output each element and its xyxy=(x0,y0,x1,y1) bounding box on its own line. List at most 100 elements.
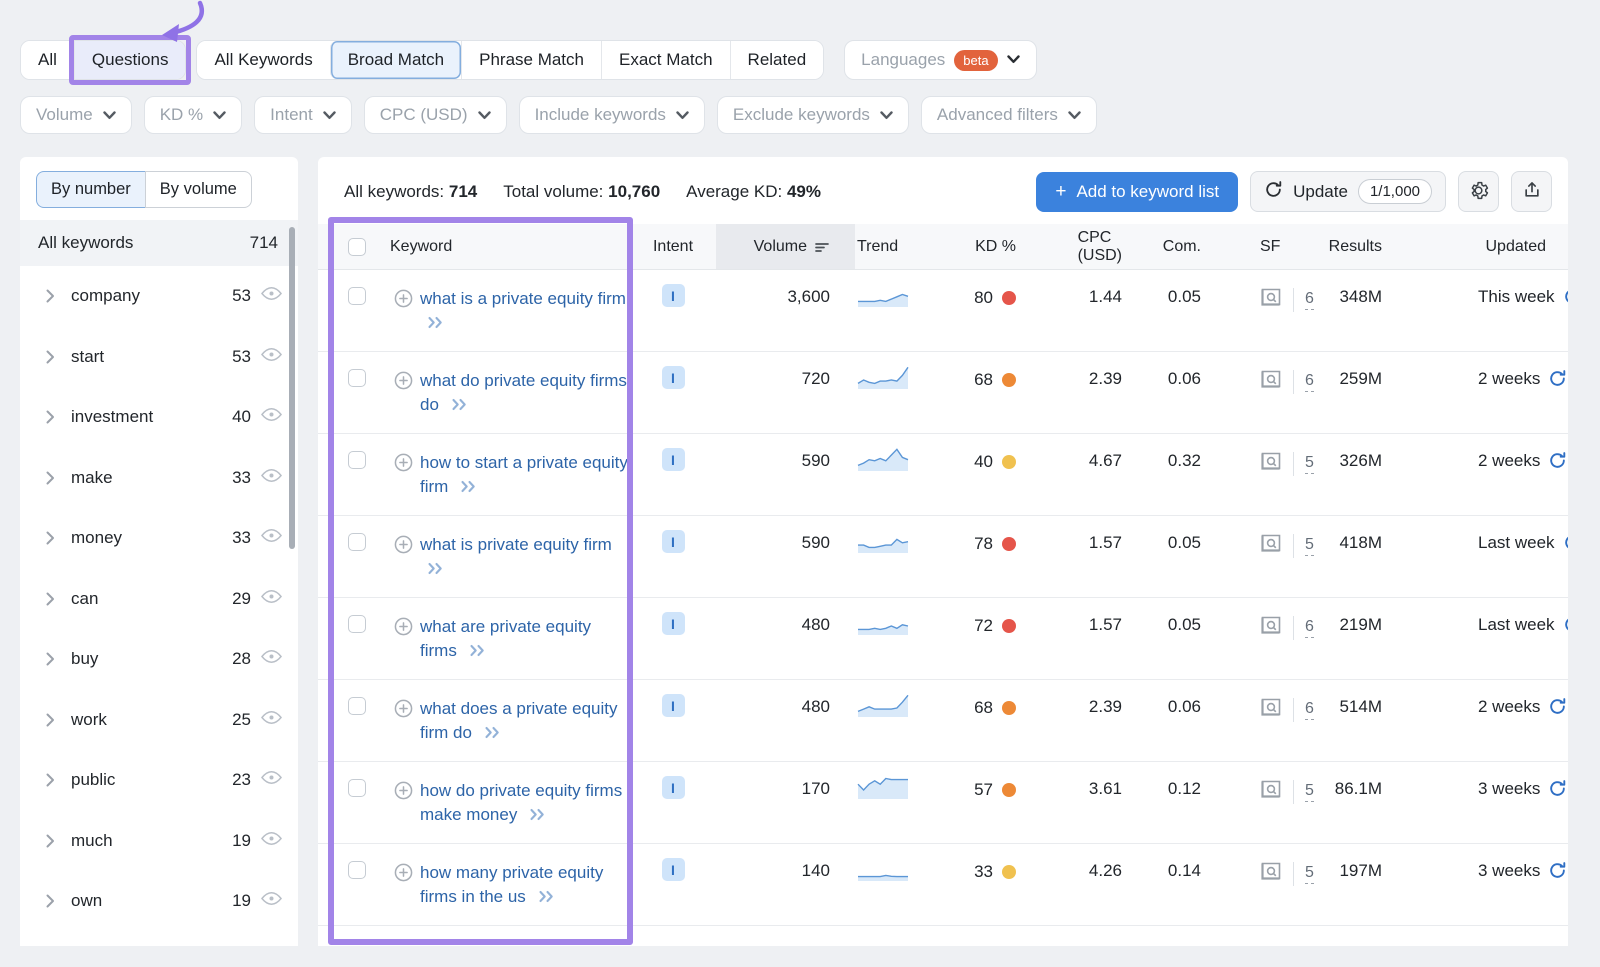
chevron-right-icon[interactable] xyxy=(46,592,55,606)
header-com[interactable]: Com. xyxy=(1162,237,1201,255)
chevron-right-icon[interactable] xyxy=(46,773,55,787)
intent-badge[interactable]: I xyxy=(661,530,685,553)
chevron-right-icon[interactable] xyxy=(46,713,55,727)
filter-dropdown-kd[interactable]: KD % xyxy=(143,96,243,134)
filter-dropdown-volume[interactable]: Volume xyxy=(20,96,132,134)
tab-related[interactable]: Related xyxy=(729,41,824,79)
tab-questions[interactable]: Questions xyxy=(68,35,191,85)
header-volume[interactable]: Volume xyxy=(716,224,855,269)
tab-broad-match[interactable]: Broad Match xyxy=(329,41,462,79)
sidebar-item-investment[interactable]: investment 40 xyxy=(20,387,298,448)
row-checkbox[interactable] xyxy=(348,369,366,387)
sf-count-link[interactable]: 6 xyxy=(1305,290,1314,310)
double-chevron-icon[interactable] xyxy=(469,640,486,664)
intent-badge[interactable]: I xyxy=(661,366,685,389)
add-keyword-icon[interactable] xyxy=(394,371,413,395)
settings-button[interactable] xyxy=(1458,171,1499,212)
select-all-checkbox[interactable] xyxy=(348,237,366,256)
sf-count-link[interactable]: 5 xyxy=(1305,864,1314,884)
serp-features-icon[interactable] xyxy=(1260,779,1282,804)
add-keyword-icon[interactable] xyxy=(394,699,413,723)
intent-badge[interactable]: I xyxy=(661,776,685,799)
chevron-right-icon[interactable] xyxy=(46,894,55,908)
keyword-link[interactable]: what are private equity firms xyxy=(420,615,628,664)
update-button[interactable]: Update 1/1,000 xyxy=(1250,171,1446,212)
sf-count-link[interactable]: 5 xyxy=(1305,454,1314,474)
eye-icon[interactable] xyxy=(261,407,282,427)
keyword-link[interactable]: how many private equity firms in the us xyxy=(420,861,628,910)
filter-dropdown-intent[interactable]: Intent xyxy=(254,96,352,134)
sidebar-item-can[interactable]: can 29 xyxy=(20,569,298,630)
sidebar-item-work[interactable]: work 25 xyxy=(20,690,298,751)
row-checkbox[interactable] xyxy=(348,451,366,469)
sidebar-item-company[interactable]: company 53 xyxy=(20,266,298,327)
refresh-icon[interactable] xyxy=(1548,451,1567,475)
header-updated[interactable]: Updated xyxy=(1485,237,1547,255)
add-keyword-icon[interactable] xyxy=(394,781,413,805)
keyword-link[interactable]: what does a private equity firm do xyxy=(420,697,628,746)
chevron-right-icon[interactable] xyxy=(46,652,55,666)
sidebar-scrollbar[interactable] xyxy=(289,227,295,549)
filter-dropdown-exclude-keywords[interactable]: Exclude keywords xyxy=(716,96,909,134)
intent-badge[interactable]: I xyxy=(661,858,685,881)
serp-features-icon[interactable] xyxy=(1260,861,1282,886)
double-chevron-icon[interactable] xyxy=(529,804,546,828)
eye-icon[interactable] xyxy=(261,649,282,669)
eye-icon[interactable] xyxy=(261,891,282,911)
filter-dropdown-include-keywords[interactable]: Include keywords xyxy=(518,96,705,134)
header-intent[interactable]: Intent xyxy=(652,237,694,255)
eye-icon[interactable] xyxy=(261,710,282,730)
keyword-link[interactable]: how do private equity firms make money xyxy=(420,779,628,828)
refresh-icon[interactable] xyxy=(1548,369,1567,393)
row-checkbox[interactable] xyxy=(348,779,366,797)
intent-badge[interactable]: I xyxy=(661,284,685,307)
refresh-icon[interactable] xyxy=(1548,861,1567,885)
intent-badge[interactable]: I xyxy=(661,612,685,635)
refresh-icon[interactable] xyxy=(1563,615,1568,639)
chevron-right-icon[interactable] xyxy=(46,531,55,545)
eye-icon[interactable] xyxy=(261,286,282,306)
tab-all-keywords[interactable]: All Keywords xyxy=(197,41,330,79)
refresh-icon[interactable] xyxy=(1563,287,1568,311)
intent-badge[interactable]: I xyxy=(661,694,685,717)
sort-by-volume-button[interactable]: By volume xyxy=(144,171,252,208)
add-keyword-icon[interactable] xyxy=(394,453,413,477)
sidebar-item-much[interactable]: much 19 xyxy=(20,811,298,872)
add-keyword-icon[interactable] xyxy=(394,535,413,559)
header-keyword[interactable]: Keyword xyxy=(390,237,453,255)
serp-features-icon[interactable] xyxy=(1260,697,1282,722)
keyword-link[interactable]: how to start a private equity firm xyxy=(420,451,628,500)
chevron-right-icon[interactable] xyxy=(46,410,55,424)
chevron-right-icon[interactable] xyxy=(46,289,55,303)
row-checkbox[interactable] xyxy=(348,287,366,305)
sidebar-item-start[interactable]: start 53 xyxy=(20,327,298,388)
serp-features-icon[interactable] xyxy=(1260,287,1282,312)
sidebar-item-public[interactable]: public 23 xyxy=(20,750,298,811)
double-chevron-icon[interactable] xyxy=(451,394,468,418)
row-checkbox[interactable] xyxy=(348,697,366,715)
serp-features-icon[interactable] xyxy=(1260,533,1282,558)
eye-icon[interactable] xyxy=(261,528,282,548)
double-chevron-icon[interactable] xyxy=(538,886,555,910)
double-chevron-icon[interactable] xyxy=(460,476,477,500)
eye-icon[interactable] xyxy=(261,770,282,790)
refresh-icon[interactable] xyxy=(1548,697,1567,721)
keyword-link[interactable]: what is a private equity firm xyxy=(420,287,628,336)
refresh-icon[interactable] xyxy=(1563,533,1568,557)
serp-features-icon[interactable] xyxy=(1260,615,1282,640)
intent-badge[interactable]: I xyxy=(661,448,685,471)
languages-dropdown[interactable]: Languages beta xyxy=(844,40,1037,80)
sidebar-item-own[interactable]: own 19 xyxy=(20,871,298,932)
double-chevron-icon[interactable] xyxy=(427,312,444,336)
header-trend[interactable]: Trend xyxy=(857,237,899,255)
sf-count-link[interactable]: 6 xyxy=(1305,618,1314,638)
chevron-right-icon[interactable] xyxy=(46,834,55,848)
keyword-link[interactable]: what is private equity firm xyxy=(420,533,628,582)
tab-all[interactable]: All xyxy=(21,41,74,79)
eye-icon[interactable] xyxy=(261,589,282,609)
double-chevron-icon[interactable] xyxy=(427,558,444,582)
filter-dropdown-advanced-filters[interactable]: Advanced filters xyxy=(920,96,1097,134)
sf-count-link[interactable]: 5 xyxy=(1305,536,1314,556)
filter-dropdown-cpc-usd[interactable]: CPC (USD) xyxy=(363,96,507,134)
header-kd[interactable]: KD % xyxy=(975,237,1016,255)
